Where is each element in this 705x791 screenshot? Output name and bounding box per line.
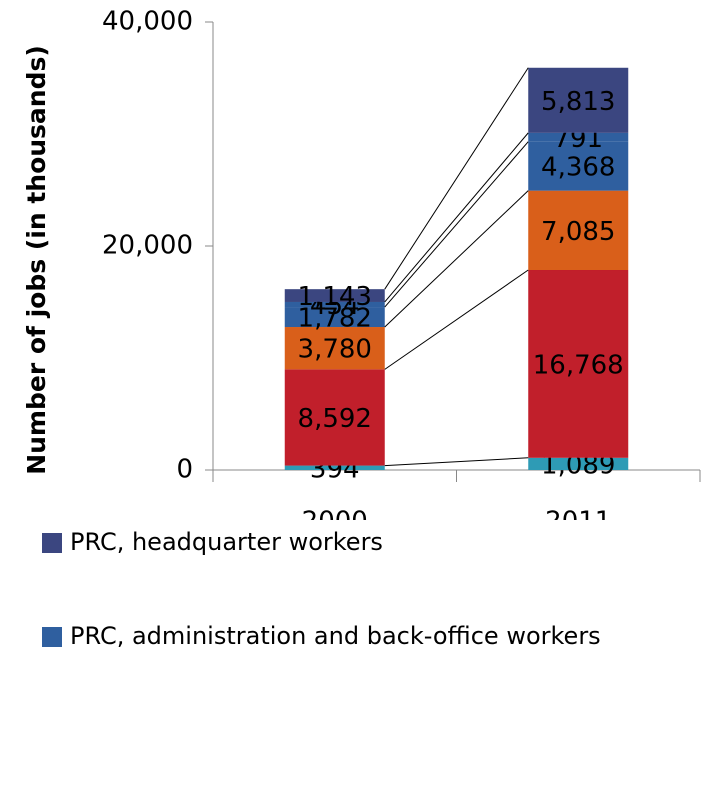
legend-swatch	[42, 627, 62, 647]
x-tick-label: 2011	[545, 507, 611, 521]
legend-swatch	[42, 533, 62, 553]
bar-segment	[528, 141, 629, 191]
connector-line	[384, 132, 529, 303]
legend: PRC, headquarter workers PRC, administrat…	[42, 525, 682, 713]
bar-segment	[284, 301, 385, 308]
bar-segment	[284, 289, 385, 302]
data-label: 8,592	[298, 404, 372, 434]
y-tick-label: 40,000	[102, 7, 193, 37]
data-label: 3,780	[298, 335, 372, 365]
y-tick-label: 20,000	[102, 231, 193, 261]
bar-segment	[284, 327, 385, 370]
data-label: 7,085	[541, 217, 615, 247]
bar-segment	[528, 190, 629, 271]
bar-segment	[528, 67, 629, 133]
connector-line	[384, 457, 529, 467]
bar-segment	[284, 307, 385, 328]
x-tick-label: 2000	[302, 507, 368, 521]
data-label: 5,813	[541, 87, 615, 117]
bar-segment	[528, 457, 629, 470]
data-label: 4,368	[541, 153, 615, 183]
data-label: 16,768	[533, 350, 624, 380]
bar-segment	[528, 132, 629, 142]
y-axis-label: Number of jobs (in thousands)	[22, 45, 51, 475]
legend-item: PRC, headquarter workers	[42, 525, 682, 560]
connector-line	[384, 269, 529, 370]
connector-line	[384, 67, 529, 290]
chart: Number of jobs (in thousands) 0 20,000 40,…	[22, 7, 701, 537]
bar-segment	[528, 270, 629, 458]
connector-line	[384, 190, 529, 328]
y-tick-label: 0	[176, 455, 193, 485]
legend-label: PRC, administration and back-office work…	[70, 622, 601, 650]
legend-label: PRC, headquarter workers	[70, 528, 383, 556]
legend-item: PRC, administration and back-office work…	[42, 619, 682, 654]
data-label: 1,782	[298, 304, 372, 334]
bar-segment	[284, 465, 385, 470]
bar-segment	[284, 369, 385, 466]
data-label: 1,143	[298, 282, 372, 312]
connector-line	[384, 141, 529, 308]
